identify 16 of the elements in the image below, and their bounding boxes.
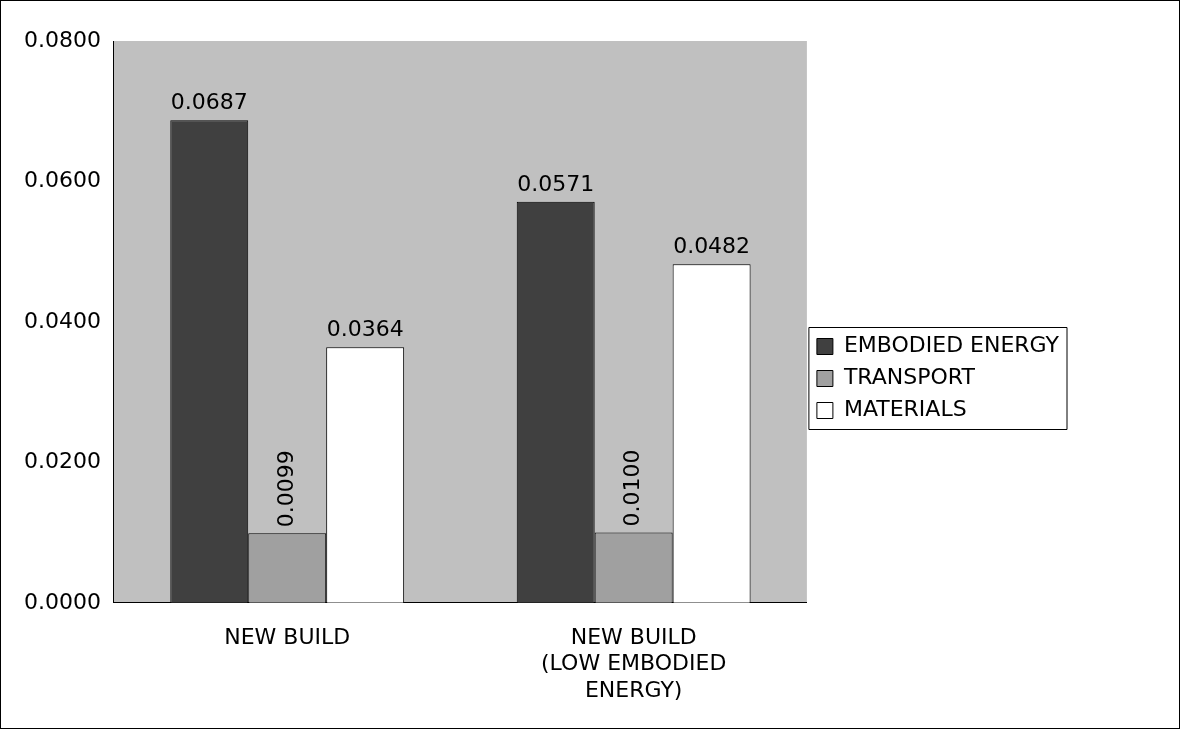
y-tick-label: 0.0600 <box>23 167 101 193</box>
legend-label: TRANSPORT <box>842 364 976 390</box>
x-tick-label: NEW BUILD (LOW EMBODIED ENERGY) <box>541 623 727 702</box>
data-label: 0.0100 <box>619 449 645 527</box>
data-label: 0.0099 <box>272 450 298 528</box>
y-tick-label: 0.0200 <box>23 448 101 474</box>
data-label: 0.0571 <box>517 170 595 196</box>
legend-label: MATERIALS <box>843 396 967 422</box>
data-label: 0.0364 <box>326 315 404 341</box>
legend-label: EMBODIED ENERGY <box>843 332 1060 358</box>
y-tick-label: 0.0000 <box>23 588 101 614</box>
y-tick-label: 0.0800 <box>23 26 101 52</box>
data-label: 0.0687 <box>170 89 248 115</box>
data-label: 0.0482 <box>673 233 751 259</box>
y-tick-label: 0.0400 <box>23 307 101 333</box>
x-tick-label: NEW BUILD <box>224 623 351 649</box>
